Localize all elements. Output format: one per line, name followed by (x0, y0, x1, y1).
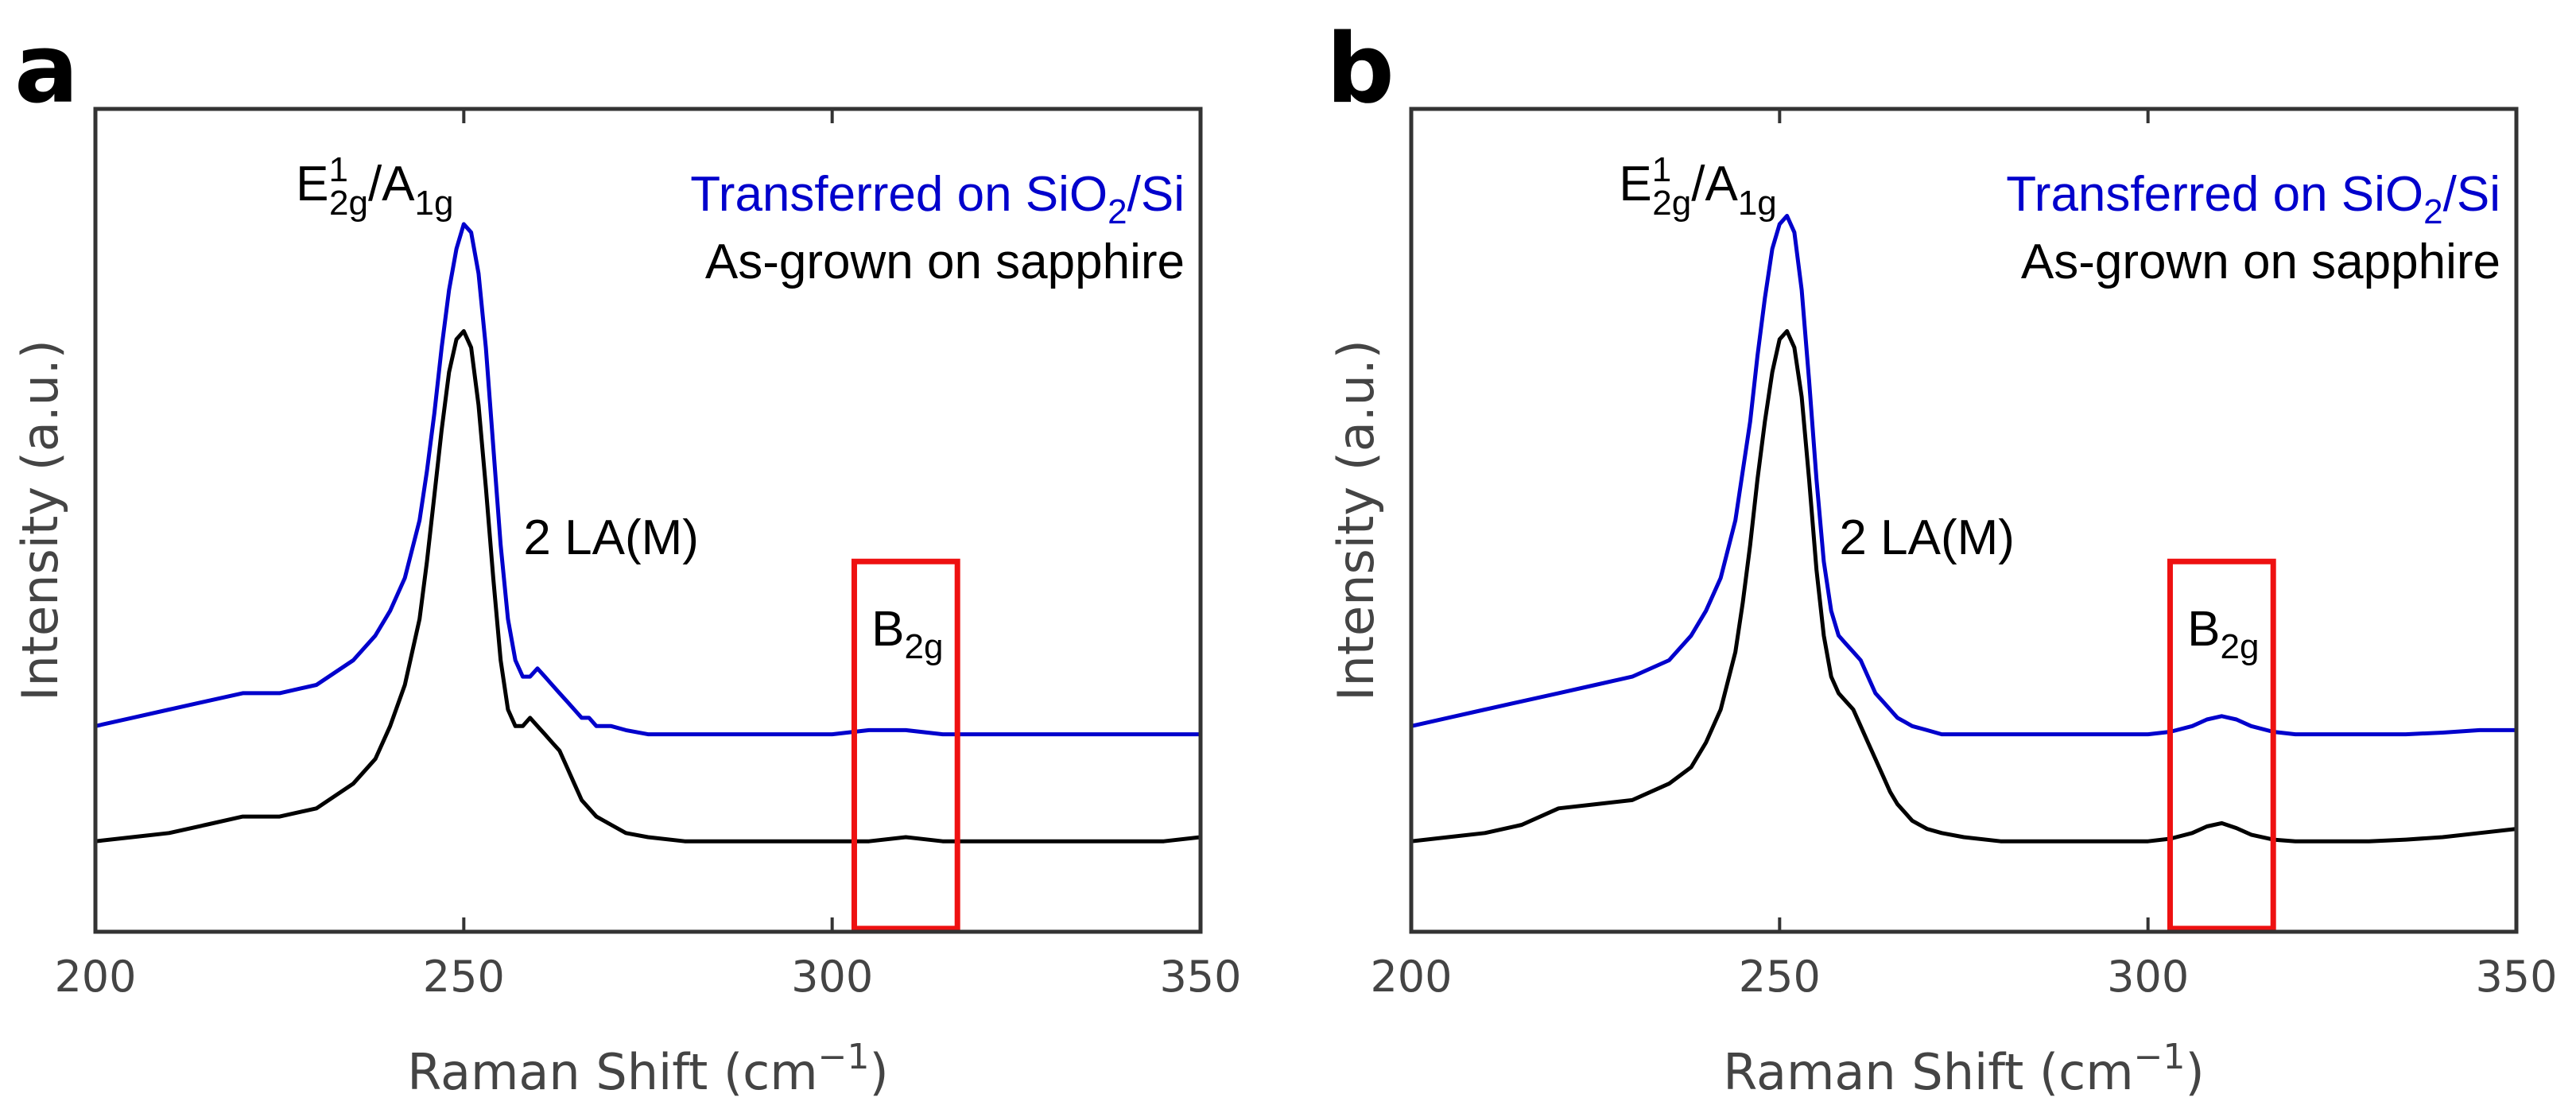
x-tick-label: 250 (423, 952, 505, 1002)
b2g-highlight-box (851, 558, 960, 932)
axes-frame (93, 107, 1203, 934)
legend-transferred-text: Transferred on SiO (690, 167, 1108, 222)
x-tick-label: 200 (1370, 952, 1452, 1002)
b2g-main: B (871, 602, 904, 657)
x-axis-label-superscript: −1 (2134, 1037, 2186, 1077)
x-axis-label-text: Raman Shift (cm (407, 1043, 817, 1101)
y-axis-label: Intensity (a.u.) (1327, 339, 1385, 701)
legend-transferred-subscript: 2 (2423, 192, 2442, 231)
x-axis-label-close: ) (2186, 1043, 2205, 1101)
x-tick-label: 300 (2107, 952, 2189, 1002)
axes-frame (1409, 107, 2519, 934)
legend-transferred-suffix: /Si (1127, 167, 1185, 222)
x-axis-label-close: ) (870, 1043, 889, 1101)
panel-letter: a (14, 14, 79, 125)
peak-e-subscript: 2g (329, 184, 368, 223)
b2g-label: B2g (2187, 602, 2259, 666)
b2g-highlight-box (2167, 558, 2276, 932)
peak-e: E (1619, 157, 1651, 211)
b2g-main: B (2187, 602, 2220, 657)
la-peak-label: 2 LA(M) (1839, 510, 2014, 565)
legend-asgrown: As-grown on sapphire (705, 235, 1185, 289)
peak-e: E (296, 157, 328, 211)
peak-a-subscript: 1g (415, 184, 454, 223)
x-axis-label-superscript: −1 (818, 1037, 870, 1077)
peak-e-subscript: 2g (1652, 184, 1691, 223)
series-line-asgrown (95, 329, 1201, 844)
peak-separator: /A (1691, 157, 1738, 211)
x-tick-label: 200 (54, 952, 136, 1002)
peak-e-superscript: 1 (1652, 150, 1671, 189)
b2g-label: B2g (871, 602, 943, 666)
panel-b: b 200 250 300 350 Raman Shift (cm−1) Intensity… (1326, 14, 2558, 1101)
b2g-subscript: 2g (2221, 627, 2260, 666)
x-axis-label: Raman Shift (cm−1) (407, 1037, 888, 1101)
la-peak-label: 2 LA(M) (523, 510, 698, 565)
x-axis-label: Raman Shift (cm−1) (1723, 1037, 2204, 1101)
legend-transferred-subscript: 2 (1108, 192, 1127, 231)
b2g-subscript: 2g (905, 627, 944, 666)
panel-a: a 200 250 300 350 Raman Shift (cm−1) Intensity… (11, 14, 1242, 1101)
legend-asgrown: As-grown on sapphire (2021, 235, 2500, 289)
peak-e-superscript: 1 (329, 150, 348, 189)
legend-transferred-text: Transferred on SiO (2006, 167, 2423, 222)
series-line-transferred (95, 222, 1201, 737)
x-axis-label-text: Raman Shift (cm (1723, 1043, 2133, 1101)
x-tick-label: 350 (2475, 952, 2557, 1002)
x-tick-label: 350 (1159, 952, 1241, 1002)
panel-letter: b (1326, 14, 1395, 125)
legend-transferred: Transferred on SiO2/Si (2006, 167, 2500, 231)
peak-e2g-a1g-label: E1 2g/A1g (1619, 150, 1776, 223)
series-line-transferred (1410, 214, 2516, 737)
x-tick-label: 300 (791, 952, 873, 1002)
series-line-asgrown (1410, 329, 2517, 844)
peak-e2g-a1g-label: E1 2g/A1g (296, 150, 453, 223)
legend-transferred-suffix: /Si (2443, 167, 2500, 222)
y-axis-label: Intensity (a.u.) (11, 339, 69, 701)
x-tick-label: 250 (1739, 952, 1821, 1002)
peak-separator: /A (368, 157, 415, 211)
peak-a-subscript: 1g (1738, 184, 1777, 223)
legend-transferred: Transferred on SiO2/Si (690, 167, 1185, 231)
